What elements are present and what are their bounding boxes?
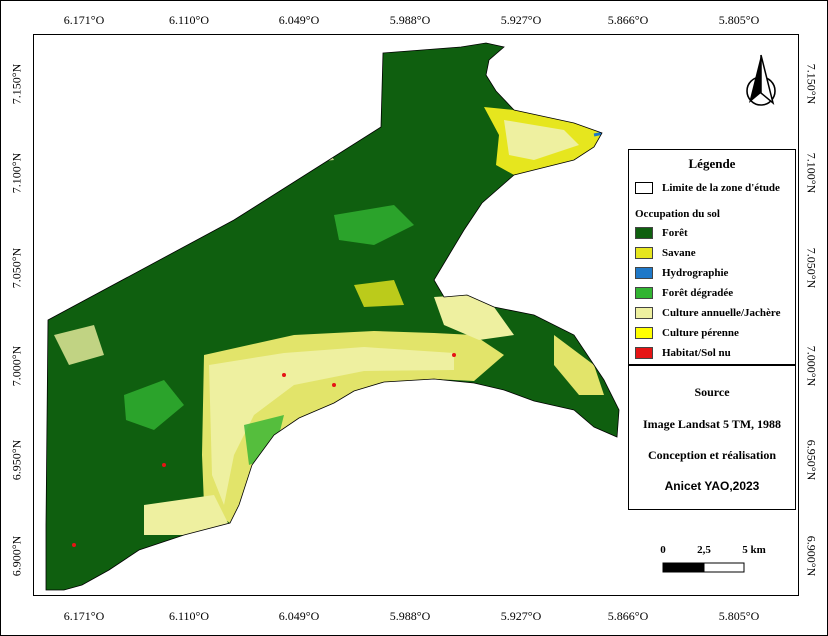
source-box: Source Image Landsat 5 TM, 1988 Concepti… <box>628 365 796 510</box>
lat-tick-left: 7.000°N <box>9 345 24 387</box>
legend-label: Culture annuelle/Jachère <box>662 307 781 319</box>
design-heading: Conception et réalisation <box>648 448 776 462</box>
source-heading: Source <box>694 385 730 399</box>
land-cover-map <box>45 42 620 591</box>
lon-tick-top: 5.927°O <box>500 13 542 27</box>
legend-label: Habitat/Sol nu <box>662 347 731 359</box>
legend-item-boundary: Limite de la zone d'étude <box>635 181 780 195</box>
lon-tick-bottom: 5.805°O <box>718 609 760 623</box>
legend-item: Forêt <box>635 226 688 240</box>
lon-tick-top: 5.805°O <box>718 13 760 27</box>
legend-label: Forêt dégradée <box>662 287 734 299</box>
legend-item: Culture pérenne <box>635 326 739 340</box>
lon-tick-bottom: 6.049°O <box>278 609 320 623</box>
lon-tick-bottom: 5.988°O <box>389 609 431 623</box>
north-arrow-icon <box>746 54 776 106</box>
lat-tick-right: 6.950°N <box>804 439 819 481</box>
lat-tick-right: 7.100°N <box>804 152 819 194</box>
lat-tick-right: 7.050°N <box>804 247 819 289</box>
lat-tick-left: 6.900°N <box>9 535 24 577</box>
lat-tick-left: 7.150°N <box>9 63 24 105</box>
legend-item: Habitat/Sol nu <box>635 346 731 360</box>
legend-swatch <box>635 347 653 359</box>
lon-tick-top: 6.049°O <box>278 13 320 27</box>
lat-tick-left: 6.950°N <box>9 439 24 481</box>
lon-tick-bottom: 5.866°O <box>607 609 649 623</box>
lon-tick-top: 5.866°O <box>607 13 649 27</box>
legend-label: Hydrographie <box>662 267 729 279</box>
legend-title: Légende <box>688 156 736 171</box>
lat-tick-right: 6.900°N <box>804 535 819 577</box>
map-legend: Légende Limite de la zone d'étude Occupa… <box>628 149 796 365</box>
lat-tick-left: 7.100°N <box>9 152 24 194</box>
legend-swatch <box>635 307 653 319</box>
author-name: Anicet YAO,2023 <box>664 479 760 493</box>
legend-label: Limite de la zone d'étude <box>662 182 780 194</box>
legend-item: Savane <box>635 246 696 260</box>
legend-label: Culture pérenne <box>662 327 739 339</box>
legend-item: Culture annuelle/Jachère <box>635 306 780 320</box>
lon-tick-bottom: 6.110°O <box>168 609 210 623</box>
legend-swatch <box>635 327 653 339</box>
legend-label: Savane <box>662 247 696 259</box>
legend-item: Hydrographie <box>635 266 728 280</box>
legend-swatch <box>635 227 653 239</box>
lat-tick-right: 7.150°N <box>804 63 819 105</box>
lon-tick-bottom: 6.171°O <box>63 609 105 623</box>
legend-label: Forêt <box>662 227 688 239</box>
lat-tick-left: 7.050°N <box>9 247 24 289</box>
legend-item: Forêt dégradée <box>635 286 733 300</box>
study-area-boundary <box>45 42 620 591</box>
source-image: Image Landsat 5 TM, 1988 <box>642 417 782 431</box>
lat-tick-right: 7.000°N <box>804 345 819 387</box>
lon-tick-bottom: 5.927°O <box>500 609 542 623</box>
legend-swatch <box>635 267 653 279</box>
scale-label: 5 km <box>742 544 766 556</box>
scale-bar <box>662 562 745 573</box>
scale-label: 0 <box>660 544 666 556</box>
legend-swatch <box>635 247 653 259</box>
lon-tick-top: 6.110°O <box>168 13 210 27</box>
scale-label: 2,5 <box>697 544 711 556</box>
boundary-swatch <box>635 182 653 194</box>
legend-section-title: Occupation du sol <box>635 208 720 220</box>
legend-swatch <box>635 287 653 299</box>
lon-tick-top: 5.988°O <box>389 13 431 27</box>
lon-tick-top: 6.171°O <box>63 13 105 27</box>
